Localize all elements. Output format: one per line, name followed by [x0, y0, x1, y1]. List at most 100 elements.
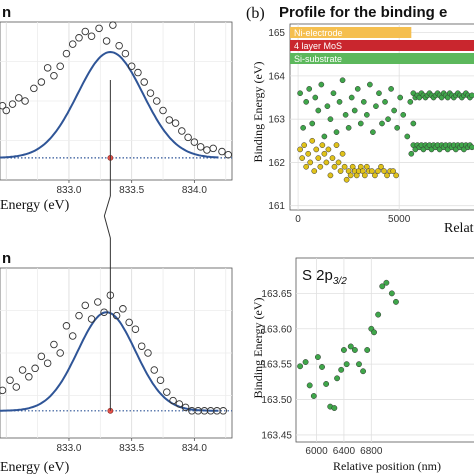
annotation: S 2p3/2 — [302, 267, 347, 287]
data-point — [299, 155, 305, 161]
data-point — [43, 64, 52, 72]
data-point — [324, 103, 331, 110]
region-band-label: 4 layer MoS — [294, 41, 342, 51]
panel-label: (b) — [246, 5, 265, 22]
data-point — [314, 354, 321, 361]
data-point — [336, 99, 343, 105]
data-point — [196, 143, 205, 151]
data-point — [360, 368, 367, 375]
region-band — [290, 53, 474, 64]
data-point — [354, 86, 361, 92]
data-point — [37, 352, 46, 361]
data-point — [379, 283, 386, 290]
data-point — [297, 90, 303, 97]
data-point — [342, 111, 349, 118]
data-point — [312, 94, 319, 101]
data-point — [348, 94, 355, 101]
data-point — [112, 311, 121, 320]
data-point — [370, 129, 376, 135]
region-band — [290, 40, 474, 51]
data-point — [410, 120, 417, 127]
data-point — [140, 78, 148, 86]
y-tick-label: 163.65 — [261, 289, 292, 300]
data-point — [307, 159, 314, 166]
x-tick-label: 5000 — [388, 214, 411, 225]
data-point — [407, 99, 414, 105]
data-point — [339, 77, 346, 84]
data-point — [338, 366, 345, 373]
data-point — [323, 381, 330, 387]
data-point — [37, 78, 46, 86]
data-point — [12, 383, 21, 391]
y-tick-label: 163.50 — [261, 395, 292, 406]
region-band — [290, 27, 412, 38]
annotation-subscript: 3/2 — [333, 276, 347, 287]
axis-ticks: 163.45 163.50 163.55 163.60 163.65 6000 6400 68… — [261, 289, 382, 457]
x-ticks: 833.0 833.5 834.0 — [56, 438, 207, 454]
data-point — [25, 373, 33, 381]
data-point — [171, 119, 180, 127]
x-tick-label: 0 — [295, 214, 301, 225]
data-point — [303, 163, 310, 170]
x-tick-label: 6400 — [333, 446, 356, 457]
connector-segment — [103, 195, 111, 217]
data-point — [391, 107, 397, 114]
x-tick-label: 833.5 — [119, 185, 144, 196]
data-point — [397, 94, 404, 101]
data-point — [318, 81, 325, 88]
data-point — [469, 92, 474, 99]
data-point — [394, 124, 401, 131]
data-point — [321, 133, 328, 140]
data-point — [340, 347, 347, 353]
data-point — [150, 366, 158, 374]
data-point — [301, 142, 308, 148]
data-point — [388, 86, 394, 92]
x-tick-label: 834.0 — [182, 443, 207, 454]
data-point — [6, 376, 14, 384]
data-point — [18, 366, 27, 374]
data-point — [408, 150, 415, 157]
data-point — [311, 168, 318, 174]
data-point — [68, 332, 77, 340]
data-point — [209, 144, 217, 153]
y-axis-label: Binding Energy (eV) — [251, 297, 265, 398]
x-axis-label: Relat — [444, 221, 474, 236]
data-point — [319, 142, 326, 148]
fit-curve — [0, 50, 219, 159]
data-point — [56, 349, 64, 357]
y-tick-label: 165 — [268, 28, 285, 39]
data-point — [100, 308, 108, 316]
data-point — [306, 86, 313, 92]
data-point — [156, 376, 165, 384]
data-point — [313, 146, 320, 153]
x-tick-label: 834.0 — [182, 185, 207, 196]
data-point — [144, 349, 152, 357]
data-point — [375, 311, 382, 318]
data-point — [190, 138, 199, 146]
data-point — [306, 382, 313, 389]
peak-connector-line — [103, 80, 111, 411]
gaussian-fit-line — [0, 50, 219, 159]
data-point — [309, 120, 316, 127]
axis-ticks: 161 162 163 164 165 0 5000 — [268, 28, 410, 225]
data-point — [178, 127, 186, 135]
data-point — [371, 329, 377, 336]
data-point — [393, 298, 399, 305]
x-tick-label: 833.0 — [56, 185, 81, 196]
data-point — [56, 62, 64, 70]
data-point — [393, 172, 400, 179]
data-point — [134, 68, 142, 77]
grid — [296, 258, 474, 442]
data-point — [146, 89, 155, 97]
data-point — [367, 81, 373, 88]
data-point — [127, 62, 136, 70]
x-ticks: 833.0 833.5 834.0 — [56, 180, 207, 196]
data-point — [382, 99, 388, 105]
data-point — [163, 388, 171, 396]
data-point — [137, 342, 146, 350]
data-point — [2, 106, 11, 115]
y-tick-label: 161 — [268, 201, 285, 212]
data-point — [329, 155, 336, 161]
data-point — [400, 111, 407, 118]
